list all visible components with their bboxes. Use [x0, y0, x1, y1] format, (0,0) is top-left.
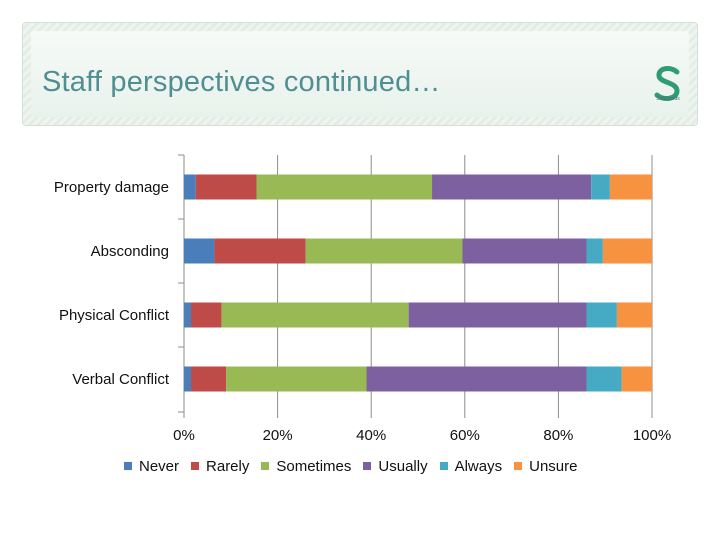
- logo-s-shape: [654, 66, 680, 101]
- category-label: Physical Conflict: [59, 307, 170, 324]
- bar-segment-always: [586, 366, 622, 392]
- bar-segment-always: [586, 302, 617, 328]
- bar-segment-usually: [366, 366, 587, 392]
- bars: [184, 174, 652, 392]
- bar-segment-rarely: [214, 238, 306, 264]
- bar-segment-always: [591, 174, 610, 200]
- legend-swatch-usually: [363, 462, 372, 470]
- legend-item-never: Never: [124, 458, 179, 475]
- bar-segment-sometimes: [256, 174, 433, 200]
- legend-swatch-never: [124, 462, 132, 470]
- legend-item-unsure: Unsure: [514, 458, 577, 475]
- bar-segment-usually: [432, 174, 592, 200]
- bar-segment-sometimes: [226, 366, 367, 392]
- bar-segment-sometimes: [305, 238, 463, 264]
- bar-segment-always: [586, 238, 603, 264]
- slide-title: Staff perspectives continued…: [42, 66, 441, 98]
- legend-label: Always: [454, 457, 503, 475]
- bar-segment-unsure: [609, 174, 652, 200]
- category-label: Absconding: [91, 243, 169, 260]
- legend-label: Unsure: [529, 457, 578, 475]
- legend-item-usually: Usually: [363, 457, 428, 475]
- safewards-logo-icon: [654, 66, 680, 101]
- category-labels: Property damage Absconding Physical Confli…: [54, 179, 170, 388]
- title-banner: [22, 22, 698, 126]
- bar-segment-rarely: [191, 366, 227, 392]
- legend-item-always: Always: [439, 457, 503, 475]
- title-banner-inner: [31, 31, 689, 117]
- legend-label: Sometimes: [276, 457, 352, 475]
- bar-segment-unsure: [602, 238, 652, 264]
- legend-label: Never: [139, 457, 180, 475]
- category-label: Verbal Conflict: [72, 371, 170, 388]
- x-tick-label: 40%: [356, 427, 386, 444]
- x-tick-label: 0%: [173, 427, 195, 444]
- x-tick-label: 20%: [263, 427, 293, 444]
- x-tick-label: 100%: [633, 427, 671, 444]
- logo-text: Safewards: [656, 96, 680, 102]
- legend-swatch-always: [439, 462, 448, 470]
- legend-item-rarely: Rarely: [191, 458, 249, 475]
- legend-item-sometimes: Sometimes: [261, 458, 351, 475]
- bar-segment-unsure: [621, 366, 652, 392]
- bar-segment-usually: [462, 238, 587, 264]
- bar-segment-usually: [408, 302, 587, 328]
- bar-segment-never: [184, 302, 192, 328]
- bar-segment-unsure: [616, 302, 652, 328]
- legend-label: Usually: [378, 457, 428, 475]
- category-label: Property damage: [54, 179, 169, 196]
- bar-segment-rarely: [191, 302, 222, 328]
- x-tick-label: 80%: [543, 427, 573, 444]
- legend-label: Rarely: [206, 457, 250, 475]
- legend-swatch-sometimes: [261, 462, 270, 470]
- tick-labels: 0% 20% 40% 60% 80% 100%: [173, 427, 671, 444]
- chart-legend: Never Rarely Sometimes Usually Always Unsure: [124, 456, 589, 476]
- x-tick-label: 60%: [450, 427, 480, 444]
- legend-swatch-rarely: [191, 462, 200, 470]
- legend-swatch-unsure: [514, 462, 523, 470]
- bar-segment-never: [184, 238, 215, 264]
- bar-segment-rarely: [195, 174, 257, 200]
- bar-segment-never: [184, 174, 196, 200]
- bar-segment-sometimes: [221, 302, 409, 328]
- bar-segment-never: [184, 366, 192, 392]
